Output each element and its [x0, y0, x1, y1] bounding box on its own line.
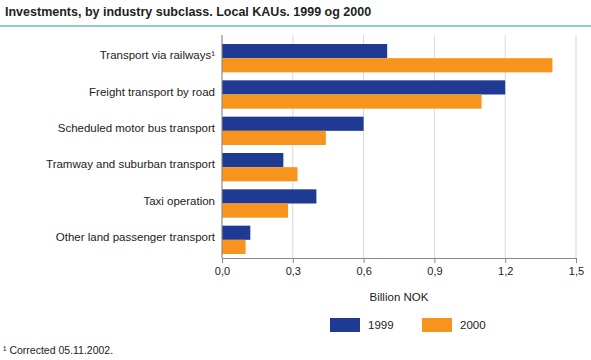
- footnote: ¹ Corrected 05.11.2002.: [3, 344, 113, 356]
- x-tick: 1,2: [498, 258, 513, 277]
- category-label: Taxi operation: [143, 195, 215, 207]
- bars: [222, 44, 552, 254]
- x-tick: 0,9: [427, 258, 442, 277]
- legend-swatch: [422, 318, 452, 332]
- x-tick-label: 1,5: [569, 265, 584, 277]
- x-tick-mark: [364, 258, 365, 263]
- grid: [222, 35, 576, 258]
- category-label: Tramway and suburban transport: [46, 158, 216, 170]
- x-axis-title: Billion NOK: [370, 291, 429, 303]
- grid-line: [576, 35, 577, 258]
- y-axis-line: [222, 35, 223, 258]
- x-tick-label: 0,9: [427, 265, 442, 277]
- category-label: Transport via railways¹: [100, 49, 215, 61]
- bar: [222, 204, 288, 218]
- x-tick: 0,3: [286, 258, 301, 277]
- title: Investments, by industry subclass. Local…: [5, 5, 371, 19]
- x-tick: 0,0: [215, 258, 230, 277]
- title-rule: [0, 26, 591, 27]
- x-tick: 0,6: [356, 258, 371, 277]
- x-tick-mark: [222, 258, 223, 263]
- bar: [222, 153, 283, 167]
- legend-label: 1999: [368, 319, 394, 331]
- category-labels: Transport via railways¹ Freight transport…: [46, 49, 216, 243]
- bar: [222, 95, 482, 109]
- bar: [222, 131, 326, 145]
- x-tick-label: 0,0: [215, 265, 230, 277]
- category-label: Freight transport by road: [89, 86, 215, 98]
- bar: [222, 58, 552, 72]
- bar: [222, 189, 316, 203]
- bar: [222, 226, 250, 240]
- bar: [222, 240, 246, 254]
- x-axis: 0,0 0,3 0,6 0,9 1,2 1,5: [215, 258, 584, 277]
- grid-line: [222, 35, 223, 258]
- category-label: Scheduled motor bus transport: [58, 122, 216, 134]
- bar: [222, 167, 298, 181]
- x-tick-label: 1,2: [498, 265, 513, 277]
- category-label: Other land passenger transport: [56, 231, 216, 243]
- legend-label: 2000: [460, 319, 486, 331]
- x-tick-mark: [434, 258, 435, 263]
- bar: [222, 80, 505, 94]
- x-tick-mark: [576, 258, 577, 263]
- x-tick-label: 0,3: [286, 265, 301, 277]
- x-tick-mark: [505, 258, 506, 263]
- x-tick-label: 0,6: [356, 265, 371, 277]
- legend: 1999 2000: [330, 318, 486, 332]
- x-tick-mark: [293, 258, 294, 263]
- x-tick: 1,5: [569, 258, 584, 277]
- legend-swatch: [330, 318, 360, 332]
- bar: [222, 117, 364, 131]
- bar: [222, 44, 387, 58]
- x-axis-line: [223, 259, 577, 264]
